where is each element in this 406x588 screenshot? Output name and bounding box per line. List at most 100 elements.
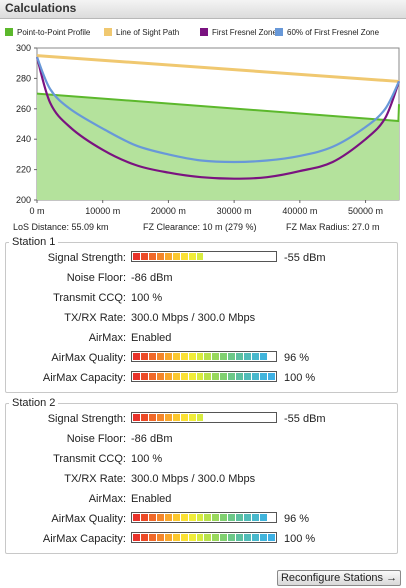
meter-segment bbox=[148, 353, 156, 360]
meter-segment bbox=[204, 534, 212, 541]
arrow-right-icon: → bbox=[386, 572, 398, 584]
meter-segment bbox=[212, 514, 220, 521]
meter-segment bbox=[140, 373, 148, 380]
meter-segment bbox=[252, 373, 259, 380]
airmax-capacity-meter bbox=[131, 532, 277, 543]
signal-strength-label: Signal Strength: bbox=[47, 252, 126, 264]
meter-segment bbox=[164, 253, 172, 260]
noise-floor-label: Noise Floor: bbox=[66, 433, 126, 445]
meter-segment bbox=[164, 414, 172, 421]
airmax-capacity-label: AirMax Capacity: bbox=[42, 372, 126, 384]
meter-segment bbox=[148, 534, 156, 541]
meter-segment bbox=[220, 414, 228, 421]
noise-floor-value: -86 dBm bbox=[131, 433, 173, 445]
meter-segment bbox=[228, 373, 236, 380]
meter-segment bbox=[196, 534, 204, 541]
meter-segment bbox=[164, 373, 172, 380]
x-tick-label: 10000 m bbox=[85, 206, 120, 216]
noise-floor-value: -86 dBm bbox=[131, 272, 173, 284]
y-tick-label: 300 bbox=[16, 43, 31, 53]
meter-segment bbox=[212, 534, 220, 541]
series-line-first-fresnel-zone bbox=[35, 56, 401, 180]
signal-strength-meter bbox=[131, 251, 277, 262]
airmax-capacity-value: 100 % bbox=[284, 533, 316, 545]
meter-segment bbox=[212, 353, 220, 360]
meter-segment bbox=[244, 514, 252, 521]
meter-segment bbox=[236, 373, 244, 380]
meter-segment bbox=[228, 353, 236, 360]
station-2-transmit-ccq-row: Transmit CCQ: 100 % bbox=[0, 452, 400, 466]
airmax-quality-value: 96 % bbox=[284, 513, 310, 525]
txrx-rate-label: TX/RX Rate: bbox=[64, 312, 126, 324]
station-2-airmax-quality-row: AirMax Quality: 96 % bbox=[0, 512, 400, 526]
meter-segment bbox=[260, 414, 267, 421]
legend-label-fresnel: First Fresnel Zone bbox=[212, 28, 277, 37]
station-2-title: Station 2 bbox=[12, 397, 56, 409]
legend-item-los: Line of Sight Path bbox=[104, 26, 179, 40]
meter-segment bbox=[140, 414, 148, 421]
airmax-quality-label: AirMax Quality: bbox=[51, 352, 126, 364]
meter-segment bbox=[164, 534, 172, 541]
legend-swatch-fresnel bbox=[200, 28, 208, 36]
meter-segment bbox=[267, 373, 275, 380]
meter-segment bbox=[228, 534, 236, 541]
meter-segment bbox=[260, 253, 267, 260]
y-tick-label: 240 bbox=[16, 134, 31, 144]
meter-segment bbox=[220, 534, 228, 541]
meter-segment bbox=[228, 253, 236, 260]
meter-segment bbox=[228, 414, 236, 421]
reconfigure-stations-button[interactable]: Reconfigure Stations → bbox=[277, 570, 401, 586]
legend-label-profile: Point-to-Point Profile bbox=[17, 28, 91, 37]
meter-segment bbox=[252, 353, 259, 360]
x-tick-label: 50000 m bbox=[348, 206, 383, 216]
station-1-airmax-capacity-row: AirMax Capacity: 100 % bbox=[0, 371, 400, 385]
series-line-line-of-sight-path bbox=[36, 54, 400, 83]
meter-segment bbox=[196, 514, 204, 521]
transmit-ccq-label: Transmit CCQ: bbox=[53, 292, 126, 304]
section-header: Calculations bbox=[0, 0, 406, 19]
meter-segment bbox=[156, 353, 164, 360]
x-tick-label: 30000 m bbox=[217, 206, 252, 216]
meter-segment bbox=[244, 414, 252, 421]
meter-segment bbox=[267, 514, 275, 521]
signal-strength-value: -55 dBm bbox=[284, 413, 326, 425]
signal-strength-label: Signal Strength: bbox=[47, 413, 126, 425]
legend-item-profile: Point-to-Point Profile bbox=[5, 26, 90, 40]
meter-segment bbox=[140, 253, 148, 260]
x-tick-label: 20000 m bbox=[151, 206, 186, 216]
airmax-value: Enabled bbox=[131, 332, 172, 344]
fz-max-radius: FZ Max Radius: 27.0 m bbox=[286, 222, 380, 232]
meter-segment bbox=[188, 414, 196, 421]
meter-segment bbox=[188, 353, 196, 360]
x-tick-label: 0 m bbox=[29, 206, 44, 216]
airmax-label: AirMax: bbox=[88, 493, 126, 505]
legend-swatch-fresnel60 bbox=[275, 28, 283, 36]
meter-segment bbox=[148, 253, 156, 260]
meter-segment bbox=[133, 253, 140, 260]
meter-segment bbox=[156, 253, 164, 260]
meter-segment bbox=[244, 534, 252, 541]
meter-segment bbox=[220, 373, 228, 380]
station-1-airmax-row: AirMax: Enabled bbox=[0, 331, 400, 345]
meter-segment bbox=[252, 414, 259, 421]
station-1-airmax-quality-row: AirMax Quality: 96 % bbox=[0, 351, 400, 365]
meter-segment bbox=[236, 514, 244, 521]
meter-segment bbox=[267, 534, 275, 541]
meter-segment bbox=[267, 253, 275, 260]
legend-item-fresnel: First Fresnel Zone bbox=[200, 26, 277, 40]
station-2-signal-strength-row: Signal Strength: -55 dBm bbox=[0, 412, 400, 426]
meter-segment bbox=[156, 414, 164, 421]
meter-segment bbox=[196, 373, 204, 380]
station-1-transmit-ccq-row: Transmit CCQ: 100 % bbox=[0, 291, 400, 305]
station-1-title: Station 1 bbox=[12, 236, 56, 248]
meter-segment bbox=[260, 534, 267, 541]
meter-segment bbox=[204, 353, 212, 360]
meter-segment bbox=[172, 534, 180, 541]
legend-swatch-los bbox=[104, 28, 112, 36]
y-tick-label: 280 bbox=[16, 73, 31, 83]
station-1-panel: Station 1 bbox=[5, 236, 398, 393]
meter-segment bbox=[140, 514, 148, 521]
meter-segment bbox=[267, 353, 275, 360]
meter-segment bbox=[244, 253, 252, 260]
airmax-capacity-value: 100 % bbox=[284, 372, 316, 384]
